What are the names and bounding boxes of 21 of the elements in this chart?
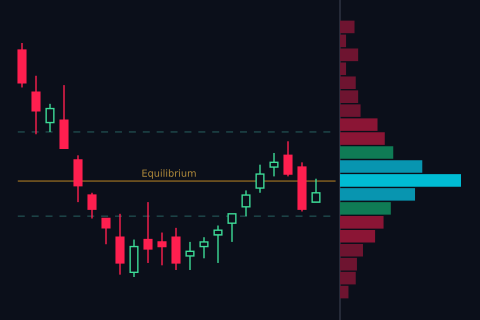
- bar: [340, 146, 394, 159]
- candlestick: [255, 164, 265, 194]
- bar: [340, 202, 391, 215]
- candlestick: [311, 178, 321, 203]
- bar: [340, 188, 416, 201]
- candlestick: [227, 213, 237, 243]
- candlestick: [157, 232, 167, 266]
- candlestick: [199, 236, 209, 259]
- bar: [340, 160, 422, 173]
- candlestick: [185, 241, 195, 271]
- candlestick: [213, 224, 223, 264]
- candlestick: [31, 75, 41, 135]
- ref-line-label: Equilibrium: [142, 169, 196, 179]
- candlestick: [143, 201, 153, 264]
- candlestick: [101, 218, 111, 245]
- candlestick: [269, 152, 279, 178]
- bar: [340, 174, 461, 187]
- candlestick: [283, 140, 293, 178]
- candlestick: [241, 190, 251, 217]
- candlestick: [45, 103, 55, 133]
- candlestick: [87, 192, 97, 220]
